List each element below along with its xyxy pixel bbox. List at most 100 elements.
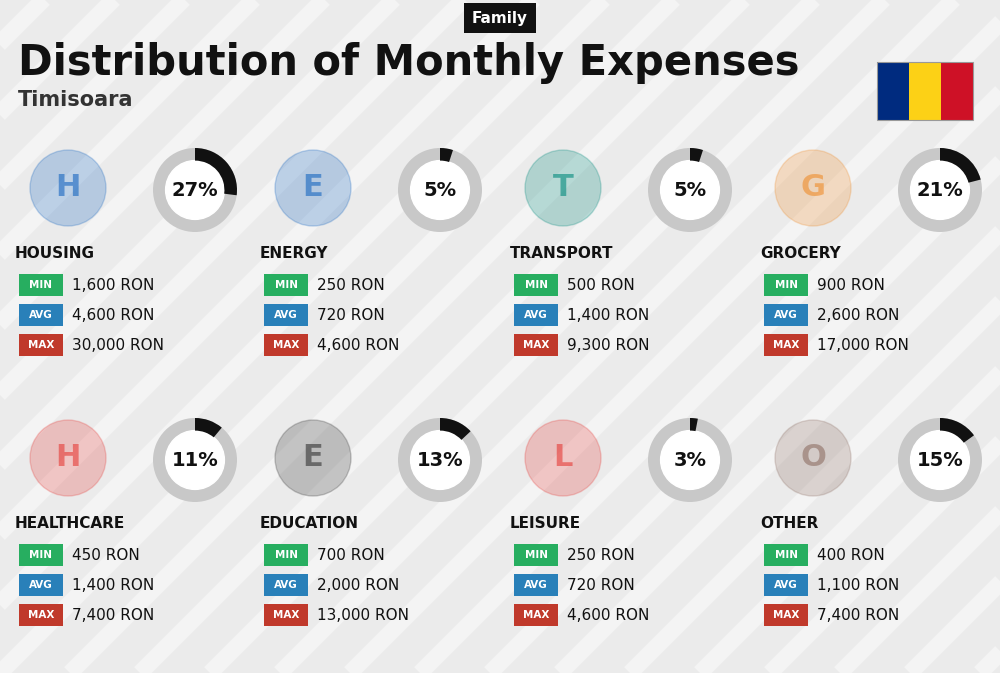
Text: 4,600 RON: 4,600 RON: [317, 337, 399, 353]
FancyBboxPatch shape: [264, 544, 308, 566]
Text: 1,400 RON: 1,400 RON: [567, 308, 649, 322]
Circle shape: [525, 150, 601, 226]
Text: MAX: MAX: [773, 610, 799, 620]
Text: 1,600 RON: 1,600 RON: [72, 277, 154, 293]
Wedge shape: [690, 418, 698, 431]
Text: 250 RON: 250 RON: [317, 277, 385, 293]
Text: 5%: 5%: [673, 180, 707, 199]
Wedge shape: [690, 148, 703, 162]
Text: 3%: 3%: [674, 450, 706, 470]
FancyBboxPatch shape: [764, 574, 808, 596]
FancyBboxPatch shape: [514, 274, 558, 296]
Wedge shape: [195, 148, 237, 195]
Circle shape: [775, 420, 851, 496]
Text: LEISURE: LEISURE: [510, 516, 581, 530]
Text: HEALTHCARE: HEALTHCARE: [15, 516, 125, 530]
Circle shape: [30, 420, 106, 496]
Circle shape: [525, 420, 601, 496]
Text: 2,000 RON: 2,000 RON: [317, 577, 399, 592]
Text: MIN: MIN: [524, 550, 548, 560]
Circle shape: [911, 161, 969, 219]
Text: G: G: [800, 174, 826, 203]
FancyBboxPatch shape: [264, 334, 308, 356]
Text: 1,100 RON: 1,100 RON: [817, 577, 899, 592]
Text: AVG: AVG: [774, 310, 798, 320]
Text: 2,600 RON: 2,600 RON: [817, 308, 899, 322]
Text: TRANSPORT: TRANSPORT: [510, 246, 614, 260]
Circle shape: [775, 150, 851, 226]
Text: E: E: [303, 174, 323, 203]
FancyBboxPatch shape: [264, 274, 308, 296]
FancyBboxPatch shape: [19, 274, 63, 296]
Text: EDUCATION: EDUCATION: [260, 516, 359, 530]
Text: 13,000 RON: 13,000 RON: [317, 608, 409, 623]
Text: MIN: MIN: [524, 280, 548, 290]
Text: Family: Family: [472, 11, 528, 26]
Circle shape: [411, 161, 469, 219]
Text: T: T: [553, 174, 573, 203]
FancyBboxPatch shape: [941, 62, 973, 120]
FancyBboxPatch shape: [909, 62, 941, 120]
Text: MAX: MAX: [273, 340, 299, 350]
Wedge shape: [398, 148, 482, 232]
Text: 9,300 RON: 9,300 RON: [567, 337, 650, 353]
FancyBboxPatch shape: [264, 304, 308, 326]
FancyBboxPatch shape: [764, 544, 808, 566]
Text: 17,000 RON: 17,000 RON: [817, 337, 909, 353]
Wedge shape: [440, 148, 453, 162]
Text: O: O: [800, 444, 826, 472]
Wedge shape: [898, 148, 982, 232]
Text: AVG: AVG: [29, 310, 53, 320]
Text: 27%: 27%: [172, 180, 218, 199]
Text: 500 RON: 500 RON: [567, 277, 635, 293]
Text: 5%: 5%: [423, 180, 457, 199]
Wedge shape: [398, 418, 482, 502]
Circle shape: [661, 161, 719, 219]
Text: MAX: MAX: [273, 610, 299, 620]
Text: 720 RON: 720 RON: [567, 577, 635, 592]
FancyBboxPatch shape: [19, 304, 63, 326]
Text: 4,600 RON: 4,600 RON: [567, 608, 649, 623]
Text: OTHER: OTHER: [760, 516, 818, 530]
FancyBboxPatch shape: [514, 304, 558, 326]
Text: 700 RON: 700 RON: [317, 548, 385, 563]
Circle shape: [275, 420, 351, 496]
FancyBboxPatch shape: [19, 334, 63, 356]
Text: AVG: AVG: [774, 580, 798, 590]
Text: 4,600 RON: 4,600 RON: [72, 308, 154, 322]
Wedge shape: [898, 418, 982, 502]
Wedge shape: [648, 148, 732, 232]
Text: MIN: MIN: [774, 550, 798, 560]
FancyBboxPatch shape: [764, 604, 808, 626]
Text: Timisoara: Timisoara: [18, 90, 134, 110]
FancyBboxPatch shape: [764, 274, 808, 296]
Text: 30,000 RON: 30,000 RON: [72, 337, 164, 353]
Text: MAX: MAX: [523, 610, 549, 620]
Text: 21%: 21%: [917, 180, 963, 199]
Wedge shape: [940, 418, 974, 443]
FancyBboxPatch shape: [877, 62, 909, 120]
Circle shape: [166, 431, 224, 489]
Text: 250 RON: 250 RON: [567, 548, 635, 563]
Text: AVG: AVG: [524, 310, 548, 320]
Text: ENERGY: ENERGY: [260, 246, 328, 260]
Text: MIN: MIN: [274, 280, 298, 290]
FancyBboxPatch shape: [264, 604, 308, 626]
Text: 1,400 RON: 1,400 RON: [72, 577, 154, 592]
Wedge shape: [195, 418, 222, 437]
Text: MAX: MAX: [523, 340, 549, 350]
FancyBboxPatch shape: [514, 604, 558, 626]
Text: AVG: AVG: [524, 580, 548, 590]
Circle shape: [911, 431, 969, 489]
Wedge shape: [940, 148, 981, 182]
Circle shape: [275, 150, 351, 226]
Text: GROCERY: GROCERY: [760, 246, 841, 260]
Text: MAX: MAX: [28, 340, 54, 350]
Text: 7,400 RON: 7,400 RON: [817, 608, 899, 623]
FancyBboxPatch shape: [764, 334, 808, 356]
Wedge shape: [153, 418, 237, 502]
Text: H: H: [55, 174, 81, 203]
Text: 900 RON: 900 RON: [817, 277, 885, 293]
FancyBboxPatch shape: [764, 304, 808, 326]
FancyBboxPatch shape: [264, 574, 308, 596]
